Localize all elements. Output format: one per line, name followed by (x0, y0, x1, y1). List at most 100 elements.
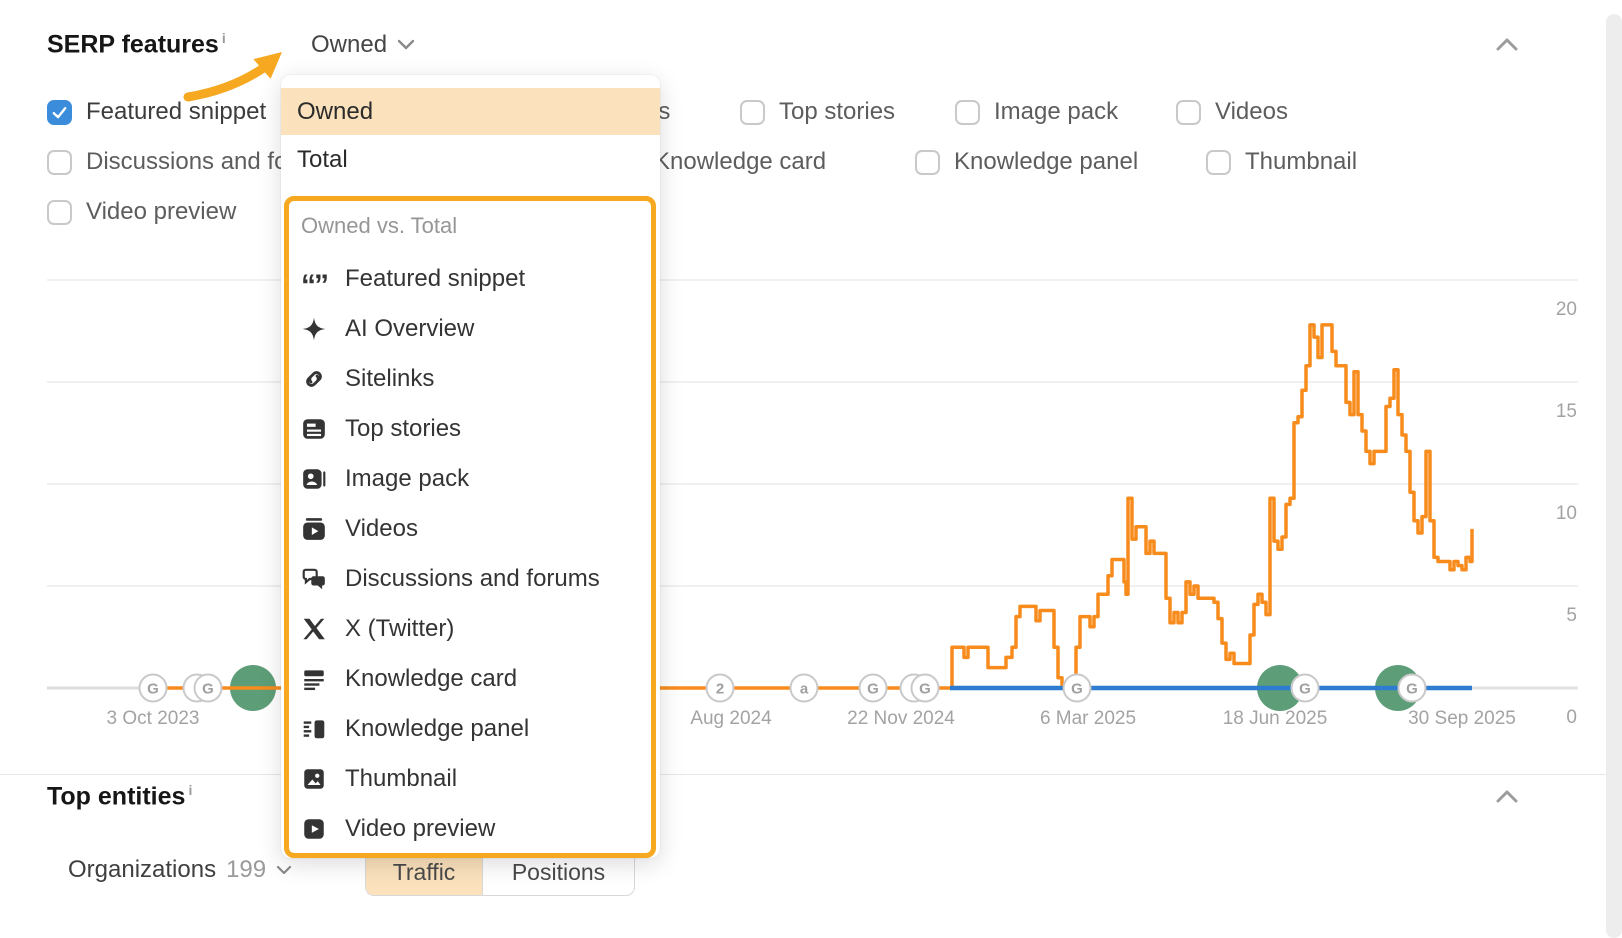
dropdown-item-knowledge-panel[interactable]: Knowledge panel (289, 704, 651, 754)
serp-feature-checkbox-featured-snippet[interactable]: Featured snippet (47, 98, 266, 126)
y-axis-tick-label: 5 (1566, 605, 1577, 626)
sitelinks-icon (301, 366, 327, 392)
google-update-marker-badge[interactable]: G (1290, 673, 1320, 703)
collapse-panel-button[interactable] (1494, 36, 1520, 54)
owned-dropdown-menu: Owned Total Owned vs. Total “” Featured sn… (281, 75, 660, 858)
dropdown-item-image-pack[interactable]: Image pack (289, 454, 651, 504)
entity-type-selector[interactable]: Organizations 199 (68, 856, 292, 884)
dropdown-item-top-stories[interactable]: Top stories (289, 404, 651, 454)
tab-positions[interactable]: Positions (482, 850, 634, 895)
scrollbar[interactable] (1606, 14, 1622, 938)
dropdown-item-label: Videos (345, 515, 418, 542)
dropdown-item-label: Featured snippet (345, 265, 526, 292)
marker-letter: G (1299, 681, 1311, 698)
x-axis-tick-label: 3 Oct 2023 (107, 708, 200, 729)
video-preview-icon (301, 816, 327, 842)
serp-feature-checkbox-videos[interactable]: Videos (1176, 98, 1288, 126)
dropdown-item-videos[interactable]: Videos (289, 504, 651, 554)
checkbox-icon[interactable] (47, 199, 72, 225)
dropdown-group-header: Owned vs. Total (301, 213, 458, 238)
owned-trigger-label: Owned (311, 31, 388, 58)
serp-feature-checkbox-image-pack[interactable]: Image pack (955, 98, 1118, 126)
serp-feature-checkbox-video-preview[interactable]: Video preview (47, 198, 236, 226)
checkbox-label: Knowledge panel (954, 148, 1139, 175)
dropdown-item-label: Top stories (345, 415, 462, 442)
checkbox-label: Knowledge card (654, 148, 827, 175)
chevron-down-icon (277, 865, 292, 874)
checkbox-icon[interactable] (1176, 99, 1201, 125)
serp-feature-checkbox-top-stories[interactable]: Top stories (740, 98, 895, 126)
dropdown-item-label: Image pack (345, 465, 470, 492)
google-update-marker-badge[interactable]: G (193, 673, 223, 703)
checkbox-checked-icon[interactable] (47, 99, 72, 125)
x-axis-tick-label: Aug 2024 (690, 708, 772, 729)
checkbox-icon[interactable] (47, 149, 72, 175)
x-axis-tick-label: 22 Nov 2024 (847, 708, 955, 729)
serp-feature-checkbox-thumbnail[interactable]: Thumbnail (1206, 148, 1357, 176)
dropdown-item-label: Knowledge card (345, 665, 518, 692)
entity-type-label: Organizations (68, 856, 217, 883)
x-axis-tick-label: 6 Mar 2025 (1040, 708, 1136, 729)
x-twitter-icon (301, 616, 327, 642)
dropdown-item-knowledge-card[interactable]: Knowledge card (289, 654, 651, 704)
marker-letter: G (1071, 681, 1083, 698)
dropdown-item-x-twitter-[interactable]: X (Twitter) (289, 604, 651, 654)
google-update-marker-badge[interactable]: G (1062, 673, 1092, 703)
google-update-marker-badge[interactable]: G (858, 673, 888, 703)
checkbox-label: Featured snippet (86, 98, 267, 125)
entity-count: 199 (226, 856, 267, 883)
dropdown-option-total[interactable]: Total (297, 145, 348, 173)
marker-letter: G (147, 681, 159, 698)
dropdown-item-video-preview[interactable]: Video preview (289, 804, 651, 854)
videos-icon (301, 516, 327, 542)
dropdown-item-label: X (Twitter) (345, 615, 455, 642)
dropdown-item-label: Sitelinks (345, 365, 435, 392)
marker-letter: 2 (716, 681, 724, 698)
top-entities-title-text: Top entities (47, 782, 186, 811)
google-update-marker-badge[interactable]: a (789, 673, 819, 703)
thumbnail-icon (301, 766, 327, 792)
top-entities-title: Top entities i (47, 782, 192, 811)
y-axis-tick-label: 0 (1566, 707, 1577, 728)
dropdown-item-label: Video preview (345, 815, 496, 842)
section-divider (0, 774, 1622, 775)
dropdown-item-label: Thumbnail (345, 765, 458, 792)
checkbox-label: Top stories (779, 98, 896, 125)
discussions-icon (301, 566, 327, 592)
knowledge-card-icon (301, 666, 327, 692)
google-update-marker-badge[interactable]: G (1397, 673, 1427, 703)
google-update-marker-badge[interactable]: 2 (705, 673, 735, 703)
info-icon[interactable]: i (188, 782, 193, 798)
dropdown-item-ai-overview[interactable]: AI Overview (289, 304, 651, 354)
y-axis-tick-label: 15 (1556, 401, 1577, 422)
checkbox-label: Video preview (86, 198, 237, 225)
y-axis-tick-label: 20 (1556, 299, 1577, 320)
checkbox-label: Videos (1215, 98, 1288, 125)
dropdown-option-owned[interactable]: Owned (281, 88, 660, 135)
checkbox-icon[interactable] (740, 99, 765, 125)
marker-letter: G (919, 681, 931, 698)
owned-dropdown-trigger[interactable]: Owned (311, 31, 415, 59)
serp-feature-checkbox-knowledge-panel[interactable]: Knowledge panel (915, 148, 1138, 176)
page-title: SERP features i (47, 30, 226, 59)
checkbox-icon[interactable] (955, 99, 980, 125)
serp-features-title-text: SERP features (47, 30, 219, 59)
dropdown-item-thumbnail[interactable]: Thumbnail (289, 754, 651, 804)
google-update-marker-badge[interactable]: G (910, 673, 940, 703)
dropdown-item-discussions-and-forums[interactable]: Discussions and forums (289, 554, 651, 604)
dropdown-item-featured-snippet[interactable]: “” Featured snippet (289, 254, 651, 304)
dropdown-item-label: Knowledge panel (345, 715, 530, 742)
chevron-down-icon (397, 39, 415, 50)
checkbox-icon[interactable] (915, 149, 940, 175)
google-update-marker-badge[interactable]: G (138, 673, 168, 703)
checkbox-icon[interactable] (1206, 149, 1231, 175)
dropdown-item-sitelinks[interactable]: Sitelinks (289, 354, 651, 404)
x-axis-tick-label: 18 Jun 2025 (1223, 708, 1328, 729)
checkbox-label: Image pack (994, 98, 1119, 125)
chevron-up-icon (1496, 790, 1518, 803)
collapse-entities-button[interactable] (1494, 788, 1520, 806)
info-icon[interactable]: i (221, 30, 226, 46)
x-axis-tick-label: 30 Sep 2025 (1408, 708, 1516, 729)
